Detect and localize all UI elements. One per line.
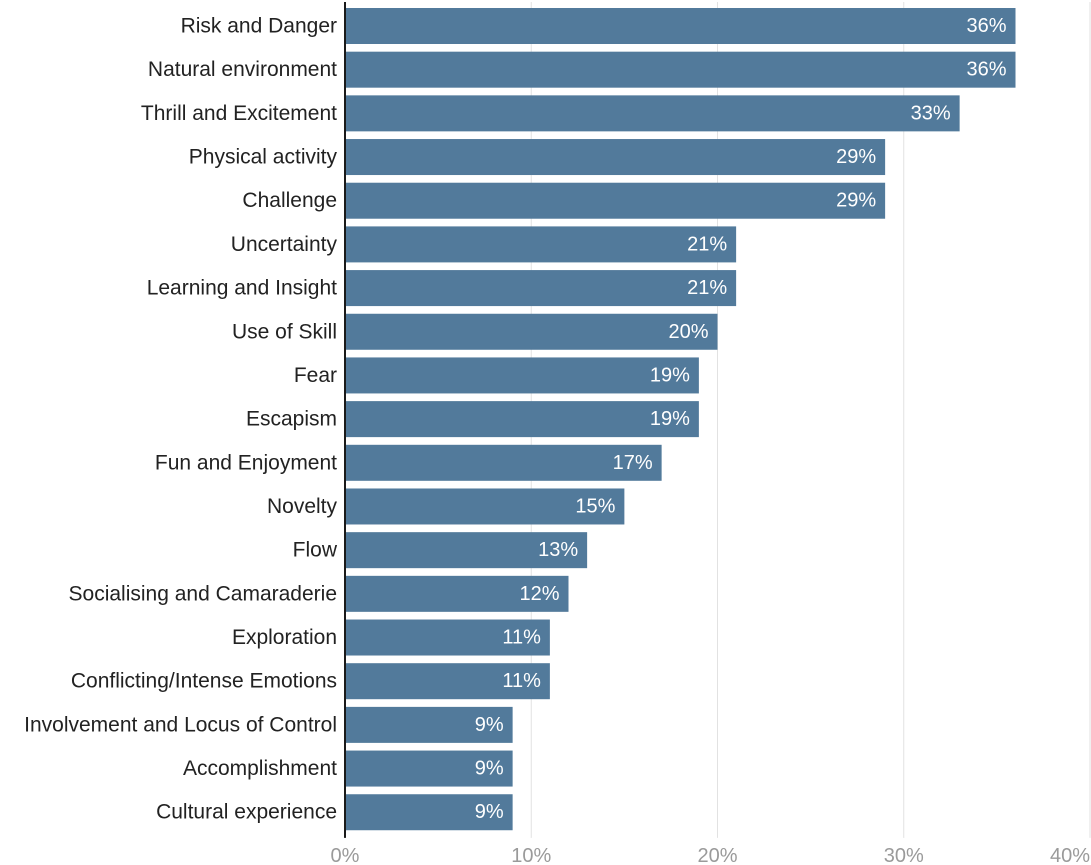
- category-label-10: Fun and Enjoyment: [155, 451, 337, 474]
- value-label-4: 29%: [836, 190, 876, 212]
- category-label-15: Conflicting/Intense Emotions: [71, 670, 337, 693]
- bar-4: [345, 182, 886, 219]
- bar-12: [345, 532, 588, 569]
- value-label-16: 9%: [475, 714, 504, 736]
- value-label-1: 36%: [966, 59, 1006, 81]
- bar-0: [345, 8, 1016, 44]
- category-label-7: Use of Skill: [232, 320, 337, 343]
- category-label-11: Novelty: [267, 495, 338, 518]
- category-label-17: Accomplishment: [183, 757, 337, 780]
- category-labels: Risk and Danger Natural environment Thrill…: [24, 15, 338, 824]
- bar-18: [345, 794, 513, 831]
- category-label-18: Cultural experience: [156, 801, 337, 824]
- value-label-12: 13%: [538, 539, 578, 561]
- bar-17: [345, 750, 513, 787]
- value-label-18: 9%: [475, 801, 504, 823]
- bar-11: [345, 488, 625, 525]
- bar-5: [345, 226, 737, 263]
- category-label-13: Socialising and Camaraderie: [69, 582, 337, 605]
- bar-8: [345, 357, 699, 394]
- value-label-10: 17%: [613, 452, 653, 474]
- bar-15: [345, 663, 550, 700]
- value-label-17: 9%: [475, 758, 504, 780]
- x-tick-label-10: 10%: [511, 845, 551, 865]
- bar-13: [345, 575, 569, 612]
- bar-2: [345, 95, 960, 132]
- bar-10: [345, 444, 662, 481]
- category-label-14: Exploration: [232, 626, 337, 649]
- bar-9: [345, 401, 699, 438]
- value-label-3: 29%: [836, 146, 876, 168]
- x-tick-label-0: 0%: [331, 845, 360, 865]
- value-label-0: 36%: [966, 15, 1006, 37]
- value-label-14: 11%: [502, 627, 541, 649]
- category-label-5: Uncertainty: [231, 233, 338, 256]
- category-label-9: Escapism: [246, 408, 337, 431]
- category-label-8: Fear: [294, 364, 337, 387]
- value-label-2: 33%: [911, 102, 951, 124]
- category-label-4: Challenge: [242, 189, 337, 212]
- value-label-6: 21%: [687, 277, 727, 299]
- value-labels: 36% 36% 33% 29% 29% 21% 21% 20% 19% 19% 17% 15% 13% 1…: [475, 15, 1007, 823]
- value-label-8: 19%: [650, 364, 690, 386]
- bars: [345, 8, 1016, 831]
- category-label-3: Physical activity: [189, 146, 338, 169]
- bar-3: [345, 139, 886, 176]
- value-label-5: 21%: [687, 233, 727, 255]
- x-tick-label-30: 30%: [884, 845, 924, 865]
- bar-7: [345, 313, 718, 350]
- value-label-11: 15%: [575, 495, 615, 517]
- category-label-16: Involvement and Locus of Control: [24, 713, 337, 736]
- x-tick-label-20: 20%: [697, 845, 737, 865]
- x-tick-label-40: 40%: [1050, 845, 1090, 865]
- category-label-1: Natural environment: [148, 58, 337, 81]
- x-axis-ticks: 0% 10% 20% 30% 40%: [331, 845, 1091, 865]
- bar-16: [345, 706, 513, 743]
- bar-14: [345, 619, 550, 656]
- value-label-15: 11%: [502, 670, 541, 692]
- category-label-2: Thrill and Excitement: [141, 102, 337, 125]
- category-label-6: Learning and Insight: [147, 277, 337, 300]
- category-label-12: Flow: [293, 539, 338, 562]
- category-label-0: Risk and Danger: [181, 15, 337, 38]
- value-label-13: 12%: [519, 583, 559, 605]
- bar-1: [345, 51, 1016, 88]
- value-label-7: 20%: [668, 321, 708, 343]
- value-label-9: 19%: [650, 408, 690, 430]
- bar-6: [345, 270, 737, 307]
